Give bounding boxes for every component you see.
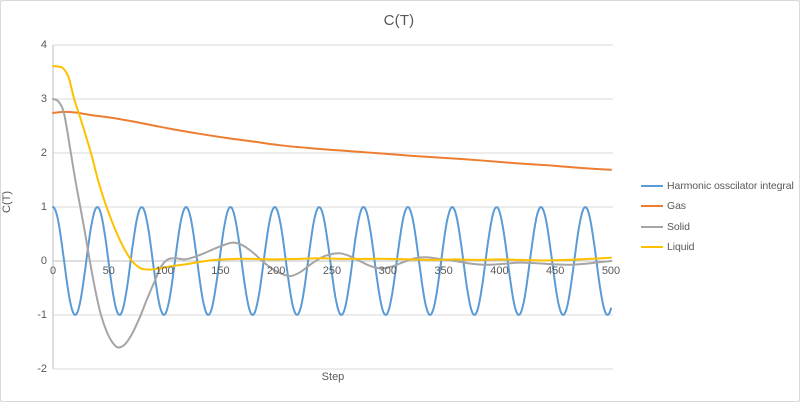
legend-label: Harmonic osscilator integral <box>667 180 794 193</box>
y-tick-label--1: -1 <box>37 308 47 321</box>
y-tick-label-1: 1 <box>40 200 47 213</box>
legend-item-solid: Solid <box>641 217 794 237</box>
x-tick-label-200: 200 <box>267 265 286 277</box>
x-tick-label-100: 100 <box>155 265 174 277</box>
legend-line-swatch <box>641 205 663 208</box>
x-tick-label-150: 150 <box>211 265 230 277</box>
x-tick-label-350: 350 <box>434 265 453 277</box>
y-tick-label--2: -2 <box>37 362 47 375</box>
series-line-gas <box>52 110 612 171</box>
legend: Harmonic osscilator integral Gas Solid Liqu… <box>641 176 794 257</box>
y-tick-label-2: 2 <box>40 146 47 159</box>
x-tick-label-450: 450 <box>546 265 565 277</box>
x-tick-label-400: 400 <box>490 265 509 277</box>
legend-item-harmonic-osscilator-integral: Harmonic osscilator integral <box>641 176 794 196</box>
legend-label: Liquid <box>667 241 695 254</box>
legend-line-swatch <box>641 185 663 188</box>
legend-line-swatch <box>641 246 663 249</box>
x-tick-label-500: 500 <box>601 265 621 277</box>
x-tick-label-0: 0 <box>49 265 57 277</box>
x-tick-label-250: 250 <box>322 265 342 277</box>
legend-label: Solid <box>667 220 690 233</box>
y-tick-label-3: 3 <box>40 92 47 105</box>
series-line-solid <box>52 98 612 349</box>
legend-line-swatch <box>641 225 663 228</box>
y-tick-label-4: 4 <box>40 38 47 51</box>
series-line-liquid <box>52 65 612 271</box>
x-tick-label-50: 50 <box>102 265 115 277</box>
legend-item-liquid: Liquid <box>641 237 794 257</box>
series-line-harmonic-osscilator-integral <box>52 206 612 316</box>
x-tick-label-300: 300 <box>378 265 397 277</box>
y-tick-label-0: 0 <box>40 254 47 267</box>
legend-label: Gas <box>667 200 686 213</box>
x-axis-title: Step <box>321 371 345 383</box>
legend-item-gas: Gas <box>641 196 794 216</box>
chart-title: C(T) <box>383 12 415 29</box>
